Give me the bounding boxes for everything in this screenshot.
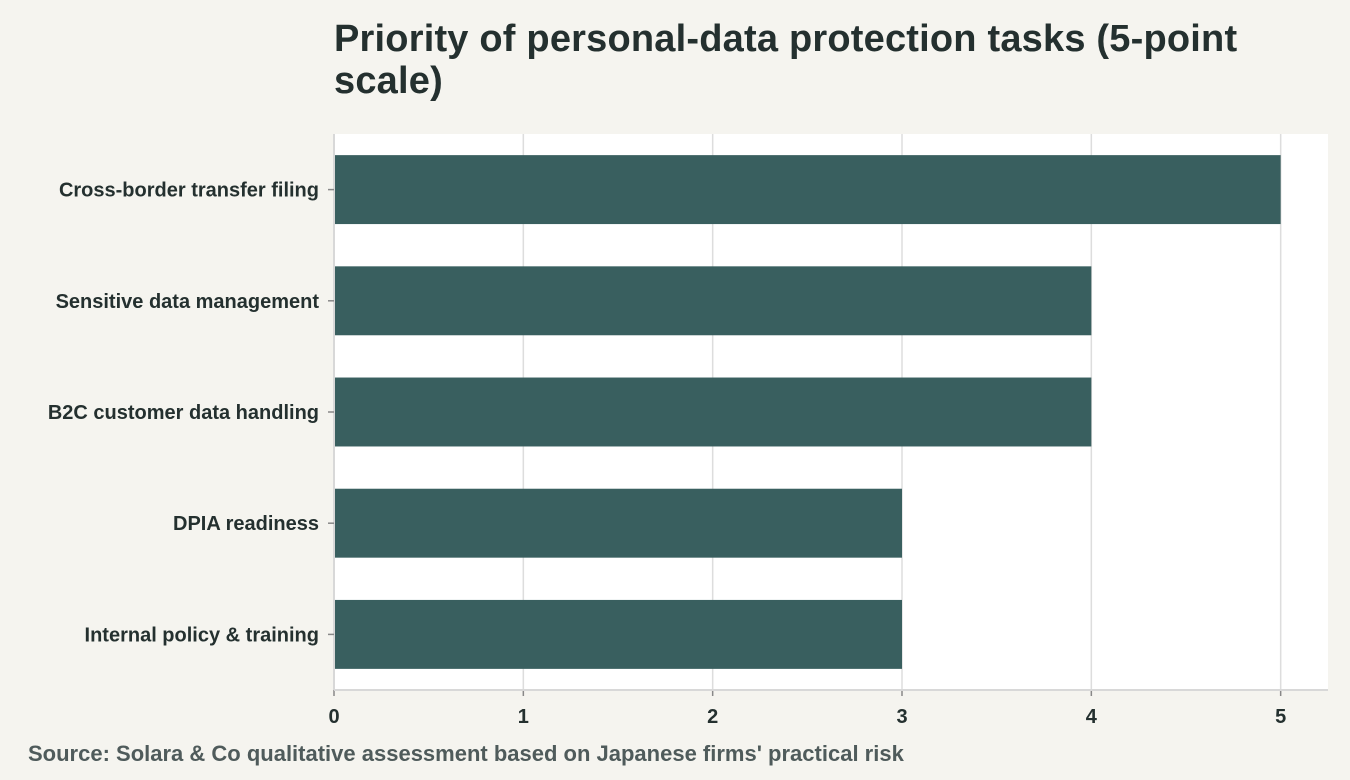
category-label-4: DPIA readiness bbox=[173, 513, 319, 535]
bar-4 bbox=[334, 488, 902, 558]
chart-title: Priority of personal-data protection tas… bbox=[334, 18, 1238, 102]
x-tick-label-2: 2 bbox=[707, 706, 718, 728]
category-label-5: Internal policy & training bbox=[85, 624, 319, 646]
bar-1 bbox=[334, 155, 1281, 225]
gridlines bbox=[522, 134, 1282, 690]
x-tick-label-0: 0 bbox=[328, 706, 339, 728]
bars bbox=[334, 155, 1281, 669]
source-note: Source: Solara & Co qualitative assessme… bbox=[28, 741, 904, 766]
category-label-1: Cross-border transfer filing bbox=[59, 180, 319, 202]
category-label-2: Sensitive data management bbox=[56, 291, 320, 313]
bar-2 bbox=[334, 266, 1092, 336]
x-tick-label-1: 1 bbox=[518, 706, 529, 728]
x-tick-label-3: 3 bbox=[896, 706, 907, 728]
axes bbox=[328, 134, 1328, 696]
bar-3 bbox=[334, 377, 1092, 447]
bar-5 bbox=[334, 599, 902, 669]
x-tick-label-5: 5 bbox=[1275, 706, 1286, 728]
category-labels: Cross-border transfer filing Sensitive da… bbox=[48, 180, 319, 647]
tick-labels: 0 1 2 3 4 5 bbox=[328, 706, 1286, 728]
x-tick-label-4: 4 bbox=[1086, 706, 1098, 728]
category-label-3: B2C customer data handling bbox=[48, 402, 319, 424]
